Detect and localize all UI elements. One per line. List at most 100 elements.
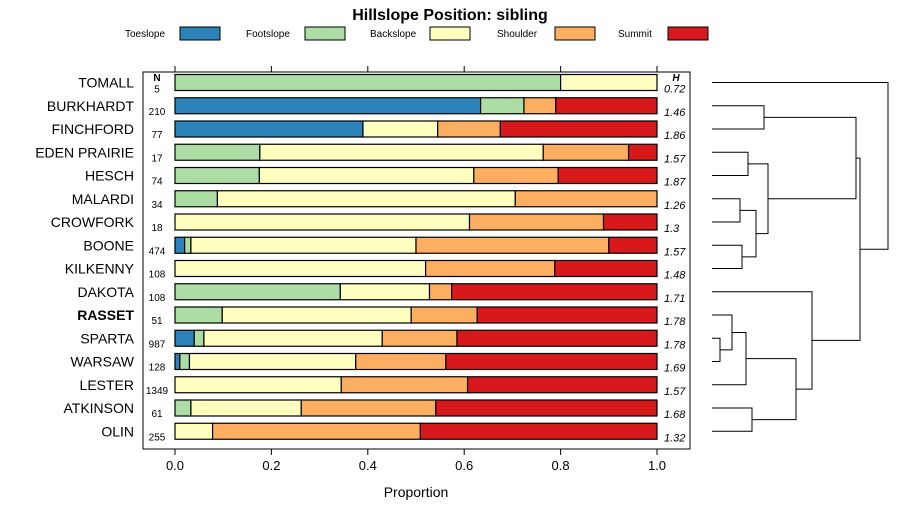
n-value: 108 (149, 293, 166, 304)
dendrogram-branch (712, 407, 753, 432)
bar-segment (415, 236, 610, 254)
dendrogram-branch (712, 314, 733, 351)
h-value: 1.46 (664, 107, 686, 119)
h-value: 1.87 (664, 177, 686, 189)
h-value: 1.86 (664, 130, 686, 142)
bar-segment (174, 97, 482, 115)
row-label: OLIN (101, 423, 134, 439)
bar-segment (602, 213, 658, 231)
bar-segment (355, 352, 447, 371)
bar-segment (514, 190, 658, 208)
row-label: BURKHARDT (47, 98, 135, 114)
dendrogram-branch (764, 116, 857, 200)
bar-segment (468, 213, 605, 231)
row-label: SPARTA (80, 330, 134, 346)
dendrogram-branch (712, 291, 813, 390)
bar-segment (203, 329, 383, 347)
bar-segment (174, 73, 562, 92)
row-label: TOMALL (78, 75, 134, 91)
legend-label: Summit (618, 29, 652, 40)
legend-label: Backslope (370, 29, 417, 40)
h-header: H (672, 73, 680, 84)
chart-title: Hillslope Position: sibling (352, 7, 548, 24)
n-value: 17 (151, 153, 163, 164)
x-tick-label: 1.0 (648, 458, 666, 473)
bar-segment (437, 120, 501, 138)
dendrogram-branch (712, 198, 741, 223)
bar-segment (190, 399, 302, 417)
bar-segment (451, 283, 658, 301)
bar-segment (428, 283, 453, 301)
dendrogram-branch (712, 331, 747, 386)
h-value: 1.57 (664, 153, 686, 165)
bar-segment (627, 143, 658, 161)
x-tick-label: 0.2 (262, 458, 280, 473)
h-value: 1.69 (664, 363, 685, 375)
legend-swatch (554, 26, 596, 41)
bar-segment (174, 283, 341, 301)
h-value: 1.78 (664, 316, 686, 328)
n-value: 74 (151, 177, 163, 188)
legend-swatch (179, 26, 221, 41)
row-label: DAKOTA (77, 284, 134, 300)
rows: TOMALL 5 0.72 BURKHARDT 210 1.46 FINCHFORD 77 1.… (35, 73, 686, 444)
bar-segment (174, 399, 192, 417)
bar-segment (211, 422, 421, 440)
row-label: FINCHFORD (52, 121, 134, 137)
legend-label: Footslope (246, 29, 290, 40)
bar-segment (188, 352, 357, 371)
legend-label: Shoulder (497, 29, 538, 40)
n-value: 255 (149, 432, 166, 443)
dendrogram-branch (746, 358, 797, 421)
top-ticks (174, 66, 658, 72)
bar-segment (174, 120, 364, 138)
bar-segment (557, 166, 658, 185)
bar-segment (499, 120, 658, 138)
bar-segment (419, 422, 658, 440)
n-value: 5 (154, 85, 160, 96)
legend-label: Toeslope (125, 29, 165, 40)
h-value: 1.26 (664, 200, 686, 212)
n-value: 108 (149, 270, 166, 281)
bar-segment (542, 143, 630, 161)
dendrogram (712, 82, 889, 432)
x-axis-label: Proportion (384, 484, 449, 500)
dendrogram-branch (712, 244, 743, 269)
bar-segment (184, 236, 192, 254)
bar-segment (340, 376, 469, 394)
x-tick-label: 0.8 (552, 458, 570, 473)
dendrogram-branch (712, 337, 721, 362)
bar-segment (339, 283, 431, 301)
n-value: 34 (151, 200, 163, 211)
h-value: 1.57 (664, 246, 686, 258)
bar-segment (174, 352, 181, 371)
n-value: 61 (151, 409, 163, 420)
bar-segment (216, 190, 516, 208)
bar-segment (425, 259, 556, 278)
legend-swatch (429, 26, 471, 41)
n-value: 51 (151, 316, 163, 327)
n-value: 474 (149, 246, 166, 257)
plot-frame (142, 71, 691, 450)
dendrogram-branch (812, 157, 861, 341)
bar-segment (174, 166, 260, 185)
bar-segment (258, 166, 475, 185)
h-value: 0.72 (664, 84, 685, 96)
h-value: 1.48 (664, 270, 686, 282)
n-value: 128 (149, 363, 166, 374)
n-value: 210 (149, 107, 166, 118)
row-label: EDEN PRAIRIE (35, 144, 134, 160)
bar-segment (174, 143, 261, 161)
bar-segment (179, 352, 191, 371)
x-tick-label: 0.0 (166, 458, 184, 473)
bar-segment (466, 376, 658, 394)
bar-segment (473, 166, 559, 185)
row-label: CROWFORK (51, 214, 135, 230)
dendrogram-branch (712, 82, 889, 250)
row-label: RASSET (77, 307, 134, 323)
bar-segment (174, 236, 186, 254)
bar-segment (410, 306, 478, 324)
bar-segment (174, 422, 214, 440)
bar-segment (174, 329, 195, 347)
